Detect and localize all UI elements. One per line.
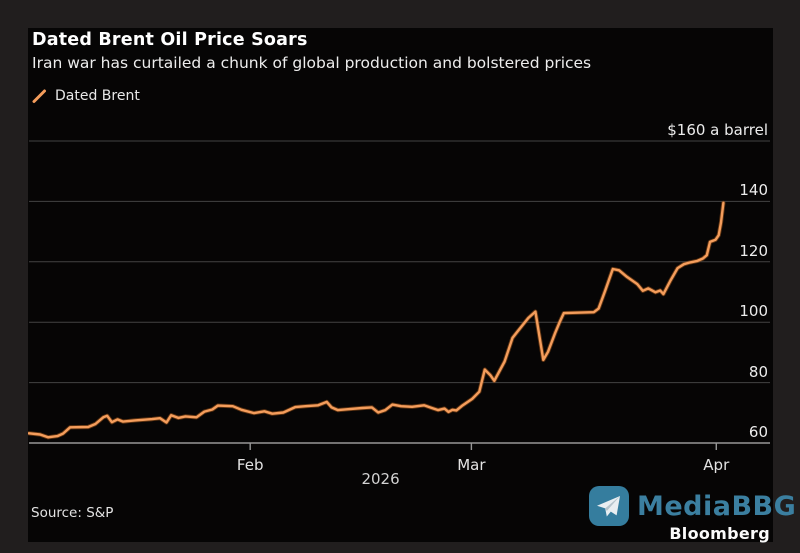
y-axis-label-60: 60: [748, 423, 768, 441]
y-axis-label-120: 120: [739, 241, 768, 260]
chart-card: Dated Brent Oil Price Soars Iran war has…: [28, 28, 796, 543]
chart-subtitle: Iran war has curtailed a chunk of global…: [32, 54, 592, 72]
y-axis-label-160: $160 a barrel: [667, 121, 768, 139]
legend-label: Dated Brent: [55, 88, 140, 104]
y-axis-label-80: 80: [748, 362, 768, 381]
legend-line-swatch-icon: [32, 89, 47, 104]
y-axis-label-100: 100: [739, 302, 768, 321]
price-line-chart: [28, 140, 770, 450]
x-axis-label-Apr: Apr: [703, 456, 730, 474]
y-axis-label-140: 140: [739, 181, 768, 200]
bloomberg-brand: Bloomberg: [669, 524, 770, 543]
watermark-text: MediaBBG: [637, 490, 797, 522]
x-axis-year-label: 2026: [361, 470, 400, 488]
chart-title: Dated Brent Oil Price Soars: [32, 30, 308, 50]
telegram-icon: [588, 485, 630, 527]
price-line-glow: [28, 200, 726, 440]
watermark: MediaBBG: [588, 485, 796, 527]
x-axis-label-Feb: Feb: [236, 456, 264, 474]
x-axis-label-Mar: Mar: [457, 456, 486, 474]
source-note: Source: S&P: [31, 505, 114, 521]
chart-legend: Dated Brent: [32, 88, 140, 104]
price-line: [28, 201, 725, 439]
